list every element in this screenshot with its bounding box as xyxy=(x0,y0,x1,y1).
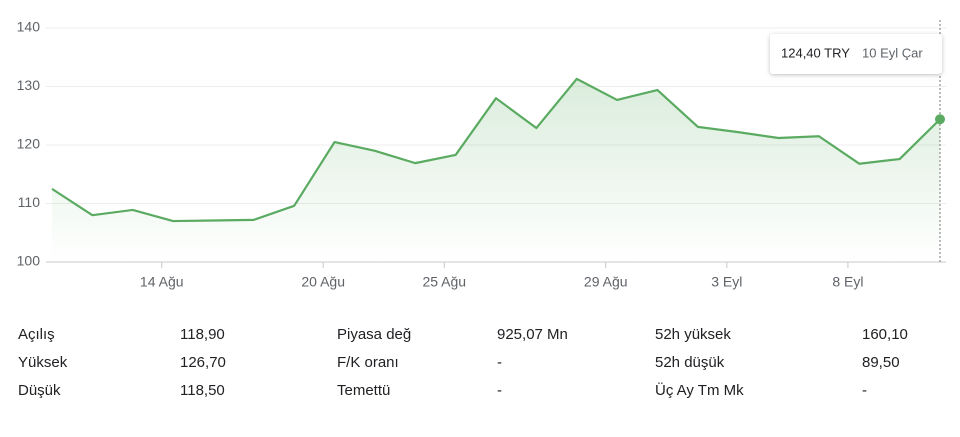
stat-value: 160,10 xyxy=(862,326,908,343)
tooltip-date: 10 Eyl Çar xyxy=(862,45,923,60)
stat-label: F/K oranı xyxy=(337,354,399,371)
stat-value: 118,90 xyxy=(180,326,225,343)
stat-label: 52h düşük xyxy=(655,354,725,371)
x-tick-label: 3 Eyl xyxy=(711,274,742,290)
stat-label: Açılış xyxy=(18,326,55,343)
y-tick-label: 130 xyxy=(17,77,41,93)
stat-value: 118,50 xyxy=(180,382,225,399)
stat-value: - xyxy=(497,382,502,399)
price-line xyxy=(51,77,941,223)
stat-label: 52h yüksek xyxy=(655,326,731,343)
tooltip-value: 124,40 TRY xyxy=(781,45,850,60)
stat-value: 89,50 xyxy=(862,354,900,371)
x-tick-label: 8 Eyl xyxy=(832,274,863,290)
hover-point xyxy=(935,114,945,125)
x-tick-label: 14 Ağu xyxy=(140,274,184,290)
stat-value: - xyxy=(862,382,867,399)
stat-label: Düşük xyxy=(18,382,61,399)
tooltip-box xyxy=(770,34,942,74)
area xyxy=(52,78,940,263)
x-tick-label: 29 Ağu xyxy=(584,274,628,290)
x-tick-label: 20 Ağu xyxy=(301,274,345,290)
stat-label: Üç Ay Tm Mk xyxy=(655,381,744,399)
stat-value: 126,70 xyxy=(180,354,226,371)
y-tick-label: 140 xyxy=(17,19,41,35)
stat-label: Temettü xyxy=(337,382,390,399)
stat-label: Yüksek xyxy=(18,354,68,371)
y-tick-label: 120 xyxy=(17,136,41,152)
stat-value: 925,07 Mn xyxy=(497,326,568,343)
x-tick-label: 25 Ağu xyxy=(422,274,466,290)
stat-value: - xyxy=(497,354,502,371)
y-tick-label: 100 xyxy=(17,253,41,269)
y-tick-label: 110 xyxy=(18,194,41,210)
stat-label: Piyasa değ xyxy=(337,326,411,343)
tooltip: 124,40 TRY 10 Eyl Çar xyxy=(770,34,942,74)
